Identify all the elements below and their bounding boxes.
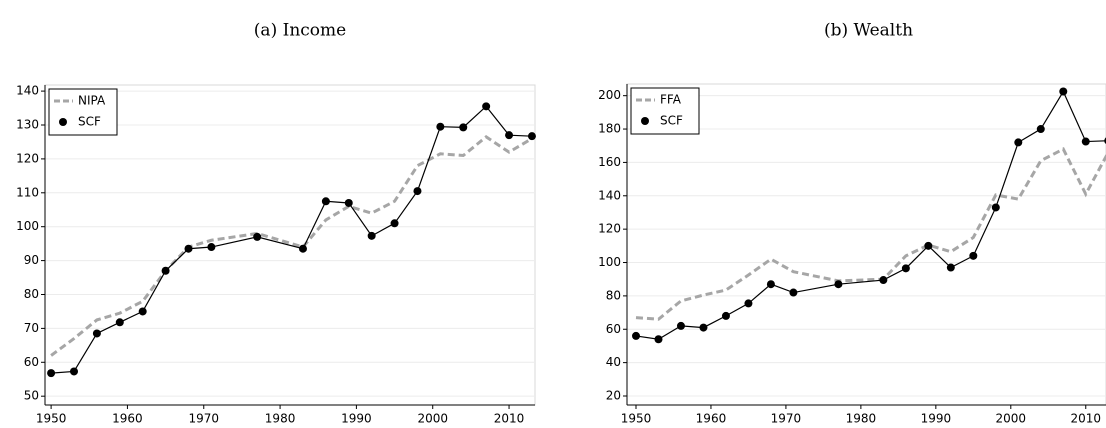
y-tick-label: 160 <box>598 155 621 169</box>
series-line <box>51 105 532 374</box>
y-tick-label: 120 <box>598 222 621 236</box>
x-tick-label: 2000 <box>417 412 448 426</box>
point <box>367 231 376 240</box>
point <box>161 266 170 275</box>
y-tick-label: 60 <box>24 355 39 369</box>
y-tick-label: 200 <box>598 88 621 102</box>
point <box>527 132 536 141</box>
x-tick-label: 1980 <box>846 412 877 426</box>
legend-label: FFA <box>660 93 682 107</box>
point <box>321 197 330 206</box>
x-tick-label: 1970 <box>771 412 802 426</box>
y-tick-label: 80 <box>606 288 621 302</box>
y-tick-label: 140 <box>16 84 39 98</box>
legend-box <box>630 87 700 135</box>
point <box>969 251 978 260</box>
point <box>505 131 514 140</box>
point <box>92 329 101 338</box>
point <box>654 335 663 344</box>
legend-label: SCF <box>78 115 101 129</box>
x-tick-label: 1970 <box>188 412 219 426</box>
y-tick-label: 100 <box>16 219 39 233</box>
plot-area <box>631 87 1106 344</box>
y-tick-label: 180 <box>598 122 621 136</box>
point <box>924 241 933 250</box>
legend-marker <box>641 117 649 125</box>
y-tick-label: 50 <box>24 389 39 403</box>
series-line <box>50 135 533 357</box>
point <box>207 243 216 252</box>
point <box>459 123 468 132</box>
point <box>344 198 353 207</box>
y-tick-label: 100 <box>598 255 621 269</box>
point <box>436 122 445 131</box>
x-tick-label: 1990 <box>341 412 372 426</box>
point <box>789 288 798 297</box>
x-tick-label: 1960 <box>696 412 727 426</box>
y-tick-label: 120 <box>16 151 39 165</box>
point <box>390 219 399 228</box>
point <box>676 321 685 330</box>
point <box>138 307 147 316</box>
point <box>413 187 422 196</box>
point <box>721 311 730 320</box>
point <box>699 323 708 332</box>
y-tick-label: 70 <box>24 321 39 335</box>
x-tick-label: 1950 <box>36 412 67 426</box>
y-tick-label: 130 <box>16 118 39 132</box>
panel-title: (a) Income <box>254 21 346 41</box>
y-tick-label: 60 <box>606 322 621 336</box>
point <box>1036 125 1045 134</box>
point <box>47 369 56 378</box>
point <box>1081 137 1090 146</box>
series-line <box>635 147 1106 321</box>
point <box>253 232 262 241</box>
point <box>766 280 775 289</box>
x-tick-label: 2000 <box>996 412 1027 426</box>
panel-title: (b) Wealth <box>824 21 913 41</box>
point <box>991 203 1000 212</box>
series-line <box>635 90 1106 340</box>
point <box>184 244 193 253</box>
point <box>834 280 843 289</box>
point <box>298 244 307 253</box>
legend-label: NIPA <box>78 94 106 108</box>
x-tick-label: 1950 <box>621 412 652 426</box>
point <box>1014 138 1023 147</box>
y-tick-label: 90 <box>24 253 39 267</box>
point <box>901 264 910 273</box>
legend-label: SCF <box>660 114 683 128</box>
point <box>744 299 753 308</box>
y-tick-label: 20 <box>606 388 621 402</box>
x-tick-label: 1990 <box>921 412 952 426</box>
y-tick-label: 40 <box>606 355 621 369</box>
x-tick-label: 1980 <box>265 412 296 426</box>
point <box>482 102 491 111</box>
x-tick-label: 2010 <box>494 412 525 426</box>
y-tick-label: 80 <box>24 287 39 301</box>
point <box>1059 87 1068 96</box>
plot-area <box>47 102 536 378</box>
point <box>631 331 640 340</box>
x-tick-label: 2010 <box>1070 412 1101 426</box>
point <box>70 367 79 376</box>
point <box>946 263 955 272</box>
y-tick-label: 110 <box>16 185 39 199</box>
x-tick-label: 1960 <box>112 412 143 426</box>
point <box>879 276 888 285</box>
y-tick-label: 140 <box>598 188 621 202</box>
legend-marker <box>59 118 67 126</box>
legend-box <box>48 88 118 136</box>
point <box>115 318 124 327</box>
